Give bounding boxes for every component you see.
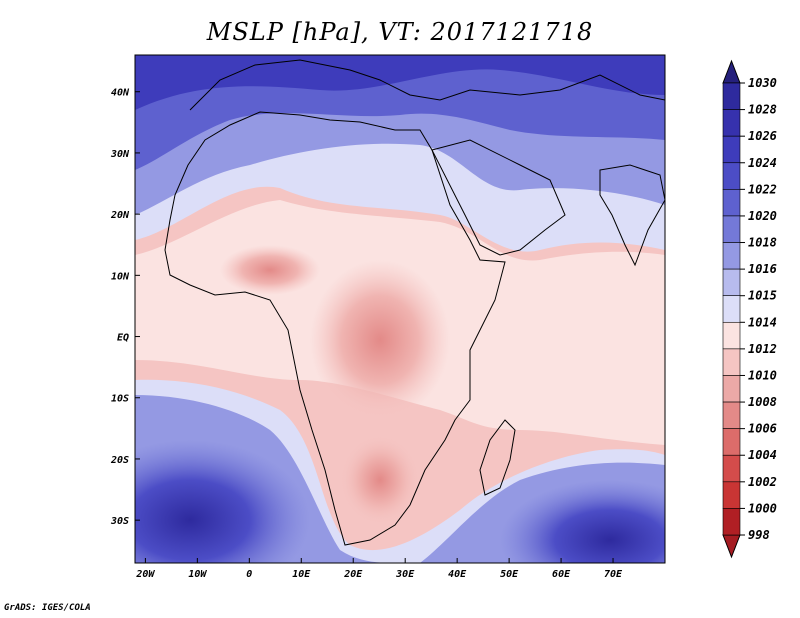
lon-tick-label: 20E [343, 569, 363, 580]
colorbar-cell [722, 348, 741, 376]
central-africa-low [310, 260, 450, 420]
chart-title: MSLP [hPa], VT: 2017121718 [206, 18, 594, 46]
pressure-field [135, 55, 665, 563]
colorbar-cell [722, 82, 741, 110]
colorbar-label: 1016 [748, 262, 777, 276]
lon-tick-label: 70E [604, 569, 623, 580]
colorbar-cell [722, 401, 741, 429]
lat-tick-label: 10S [111, 394, 129, 405]
south-africa-low [340, 435, 420, 525]
colorbar-label: 1012 [748, 342, 777, 356]
colorbar-cell [722, 135, 741, 164]
colorbar-cell [722, 481, 741, 509]
latitude-axis: 40N 30N 20N 10N EQ 10S 20S 30S [110, 88, 140, 527]
lat-tick-label: 40N [111, 88, 130, 99]
europe-coastline [189, 59, 665, 111]
lat-tick-label: 30S [110, 516, 129, 527]
southwest-high-core [135, 440, 310, 563]
lon-tick-label: 40E [448, 569, 467, 580]
lon-tick-label: 10E [292, 569, 311, 580]
credit-label: GrADS: IGES/COLA [4, 603, 91, 613]
colorbar-cell [722, 268, 741, 297]
lon-tick-label: 0 [246, 569, 252, 580]
colorbar-label: 1022 [748, 182, 777, 196]
colorbar-label: 1000 [748, 501, 777, 515]
colorbar-cell [722, 109, 741, 137]
lat-tick-label: EQ [117, 333, 129, 344]
colorbar-label: 1002 [748, 475, 777, 489]
lat-tick-label: 30N [110, 149, 130, 160]
madagascar-coastline [479, 419, 516, 496]
lat-tick-label: 20S [110, 455, 129, 466]
lon-tick-label: 30E [395, 569, 415, 580]
colorbar-label: 1015 [748, 289, 777, 303]
map-frame [134, 54, 666, 564]
colorbar-cell [722, 508, 741, 536]
colorbar-label: 1008 [748, 395, 777, 409]
colorbar-cell [722, 162, 741, 190]
lon-tick-label: 60E [552, 569, 571, 580]
colorbar-label: 998 [748, 528, 770, 542]
colorbar-bottom-arrow [722, 534, 741, 559]
colorbar-label: 1030 [748, 76, 777, 90]
colorbar-cell [722, 295, 741, 323]
india-coastline [599, 164, 665, 267]
colorbar-label: 1004 [748, 448, 777, 462]
colorbar-label: 1024 [748, 156, 777, 170]
colorbar-cell [722, 321, 741, 350]
colorbar-label: 1026 [748, 129, 777, 143]
colorbar-label: 1018 [748, 236, 777, 250]
colorbar-top-arrow [722, 59, 741, 84]
colorbar-cell [722, 242, 741, 270]
colorbar-label: 1010 [748, 368, 777, 382]
lat-tick-label: 20N [110, 210, 130, 221]
arabia-coastline [431, 139, 566, 256]
colorbar-cell [722, 215, 741, 243]
africa-coastline [164, 111, 506, 546]
west-africa-low [220, 245, 320, 295]
colorbar-label: 1020 [748, 209, 777, 223]
colorbar-label: 1006 [748, 422, 777, 436]
colorbar-label: 1014 [748, 315, 777, 329]
colorbar-cell [722, 375, 741, 403]
colorbar-label: 1028 [748, 103, 777, 117]
colorbar-cell [722, 189, 741, 217]
southeast-high-core [500, 480, 665, 563]
lon-tick-label: 20W [135, 569, 155, 580]
colorbar: 1030 1028 1026 1024 1022 1020 1018 1016 1015 1014… [722, 59, 777, 559]
lat-tick-label: 10N [111, 271, 130, 282]
coastlines [164, 59, 665, 546]
lon-tick-label: 10W [188, 569, 207, 580]
colorbar-cell [722, 428, 741, 456]
longitude-axis: 20W 10W 0 10E 20E 30E 40E 50E 60E 70E [135, 558, 623, 580]
colorbar-cell [722, 454, 741, 483]
north-high-band-4 [135, 55, 665, 110]
lon-tick-label: 50E [500, 569, 519, 580]
